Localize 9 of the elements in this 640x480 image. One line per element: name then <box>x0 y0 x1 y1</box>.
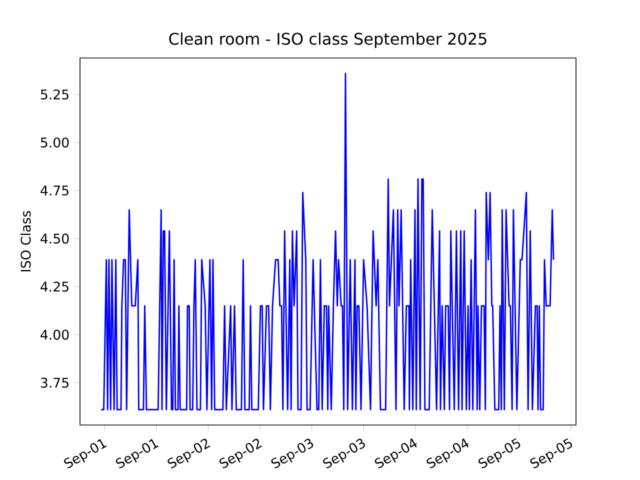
y-tick-label: 4.75 <box>40 186 68 196</box>
y-tick-label: 4.25 <box>40 282 68 292</box>
y-tick-label: 3.75 <box>40 378 68 388</box>
chart-title: Clean room - ISO class September 2025 <box>169 32 486 48</box>
y-tick-label: 5.25 <box>40 89 68 100</box>
y-axis-title: ISO Class <box>20 211 31 272</box>
y-tick-label: 5.00 <box>40 137 69 148</box>
y-tick-label: 4.00 <box>40 330 69 340</box>
y-tick-label: 4.50 <box>40 234 69 244</box>
